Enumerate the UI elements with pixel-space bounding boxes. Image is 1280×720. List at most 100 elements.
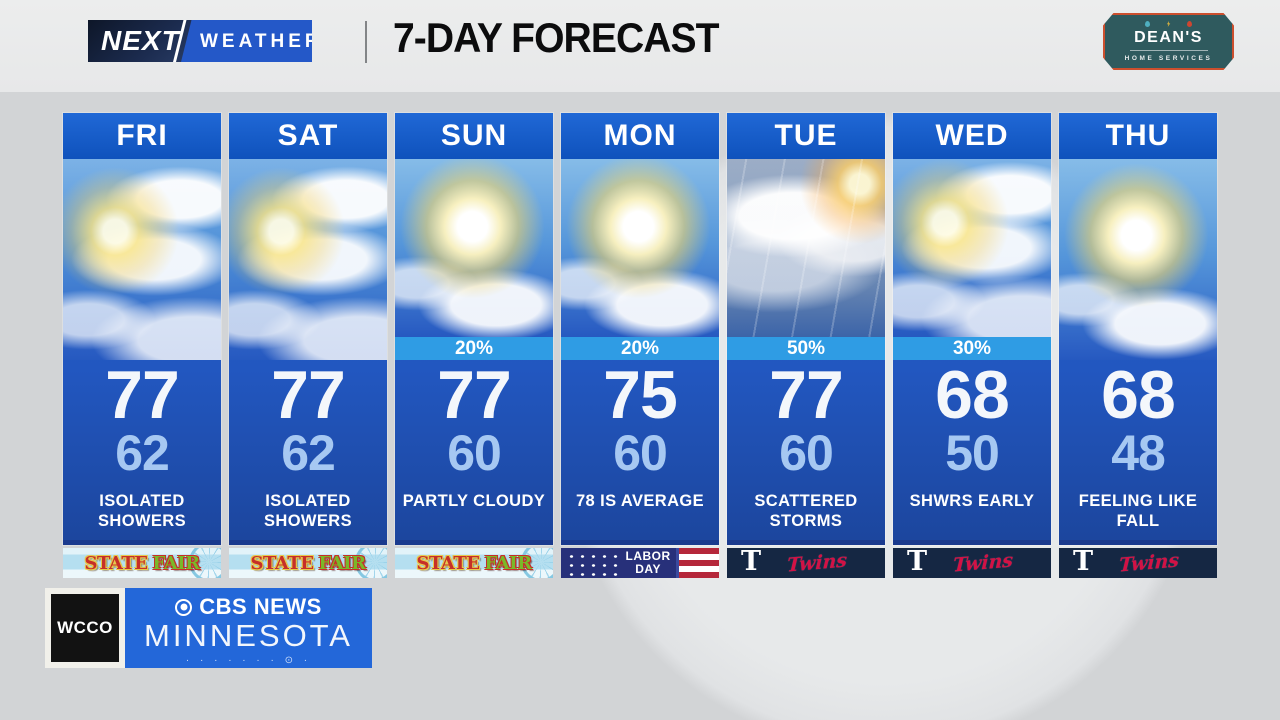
mostly-sunny-icon [395,159,553,337]
sun-and-clouds-icon [893,159,1051,337]
top-bar: NEXT WEATHER 7-DAY FORECAST DEAN'S HOME … [0,0,1280,92]
sponsor-subtitle: HOME SERVICES [1124,55,1213,62]
state-fair-banner: STATE FAIR [229,548,387,578]
high-temp: 77 [437,357,512,433]
cbs-eye-icon [175,598,193,616]
high-temp: 77 [271,357,346,433]
forecast-day-column: THU 68 48 FEELING LIKE FALL [1059,113,1217,545]
lightning-bolt-icon [1167,21,1171,27]
twins-banner: T Twins [893,548,1051,578]
low-temp: 60 [447,424,502,481]
twins-t-logo: T [1073,548,1094,577]
twins-wordmark: Twins [952,549,1014,577]
mostly-sunny-icon [1059,159,1217,360]
high-temp: 75 [603,357,678,433]
network-name: CBS NEWS [199,594,322,620]
page-title: 7-DAY FORECAST [393,14,720,61]
high-temp: 77 [769,357,844,433]
day-label: TUE [727,113,885,159]
labor-day-word-2: DAY [635,562,661,576]
forecast-day-column: WED 30% 68 50 SHWRS EARLY [893,113,1051,545]
sponsor-divider [1129,50,1208,51]
low-temp: 48 [1111,424,1166,481]
ferris-wheel-icon [521,548,553,578]
forecast-day-column: FRI 77 62 ISOLATED SHOWERS [63,113,221,545]
event-banners: STATE FAIR STATE FAIR STATE FAIR LABOR DAY T Twin… [63,548,1217,578]
forecast-day-column: SUN 20% 77 60 PARTLY CLOUDY [395,113,553,545]
twins-banner: T Twins [1059,548,1217,578]
day-label: WED [893,113,1051,159]
brand-next-label: NEXT [101,25,180,56]
twins-wordmark: Twins [1118,549,1180,577]
state-fair-word-2: FAIR [152,552,200,574]
twins-arc-icon [1059,551,1109,578]
twins-arc-icon [893,551,943,578]
sponsor-name: DEAN'S [1134,29,1203,46]
forecast-day-column: TUE 50% 77 60 SCATTERED STORMS [727,113,885,545]
high-temp: 68 [1101,357,1176,433]
brand-weather-label: WEATHER [200,31,312,52]
precip-chance: 20% [561,337,719,360]
state-fair-banner: STATE FAIR [395,548,553,578]
low-temp: 62 [115,424,170,481]
high-temp: 68 [935,357,1010,433]
twins-banner: T Twins [727,548,885,578]
temperature-block: 68 50 SHWRS EARLY [893,360,1051,540]
station-logo: WCCO CBS NEWS MINNESOTA · · · · · · · ⊙ … [45,588,372,668]
station-call-letters: WCCO [51,594,119,662]
ferris-wheel-icon [189,548,221,578]
twins-wordmark: Twins [786,549,848,577]
temperature-block: 77 62 ISOLATED SHOWERS [63,360,221,540]
day-label: SAT [229,113,387,159]
twins-t-logo: T [741,548,762,577]
condition-text: ISOLATED SHOWERS [97,491,187,531]
temperature-block: 75 60 78 IS AVERAGE [561,360,719,540]
title-divider [365,21,367,63]
network-logo: CBS NEWS MINNESOTA · · · · · · · ⊙ · [125,588,372,668]
rainy-storm-icon [727,159,885,337]
sponsor-logo: DEAN'S HOME SERVICES [1103,13,1234,70]
condition-text: 78 IS AVERAGE [575,491,705,510]
state-fair-word-2: FAIR [484,552,532,574]
state-fair-banner: STATE FAIR [63,548,221,578]
precip-chance: 50% [727,337,885,360]
sponsor-trade-icons [1145,21,1192,27]
condition-text: FEELING LIKE FALL [1078,491,1198,531]
flag-stripes-icon [676,548,719,578]
water-drop-icon [1145,21,1150,27]
high-temp: 77 [105,357,180,433]
state-fair-word-1: STATE [250,552,314,574]
precip-chance: 30% [893,337,1051,360]
condition-text: SHWRS EARLY [909,491,1035,510]
flame-icon [1187,21,1192,27]
forecast-columns: FRI 77 62 ISOLATED SHOWERS SAT 77 62 ISO… [63,113,1217,545]
precip-chance: 20% [395,337,553,360]
temperature-block: 77 60 SCATTERED STORMS [727,360,885,540]
twins-t-logo: T [907,548,928,577]
temperature-block: 77 62 ISOLATED SHOWERS [229,360,387,540]
forecast-day-column: MON 20% 75 60 78 IS AVERAGE [561,113,719,545]
day-label: SUN [395,113,553,159]
condition-text: PARTLY CLOUDY [402,491,546,510]
low-temp: 60 [779,424,834,481]
temperature-block: 77 60 PARTLY CLOUDY [395,360,553,540]
twins-arc-icon [727,551,777,578]
next-weather-logo: NEXT WEATHER [88,20,312,62]
flag-stars-icon [563,550,620,576]
labor-day-label: LABOR DAY [620,548,676,578]
sun-and-clouds-icon [229,159,387,360]
state-fair-word-1: STATE [416,552,480,574]
day-label: MON [561,113,719,159]
low-temp: 62 [281,424,336,481]
sun-and-clouds-icon [63,159,221,360]
network-region: MINNESOTA [144,618,353,654]
labor-day-word-1: LABOR [625,549,671,564]
low-temp: 60 [613,424,668,481]
condition-text: ISOLATED SHOWERS [263,491,353,531]
network-dots: · · · · · · · ⊙ · [185,654,312,666]
day-label: FRI [63,113,221,159]
ferris-wheel-icon [355,548,387,578]
state-fair-word-2: FAIR [318,552,366,574]
state-fair-word-1: STATE [84,552,148,574]
